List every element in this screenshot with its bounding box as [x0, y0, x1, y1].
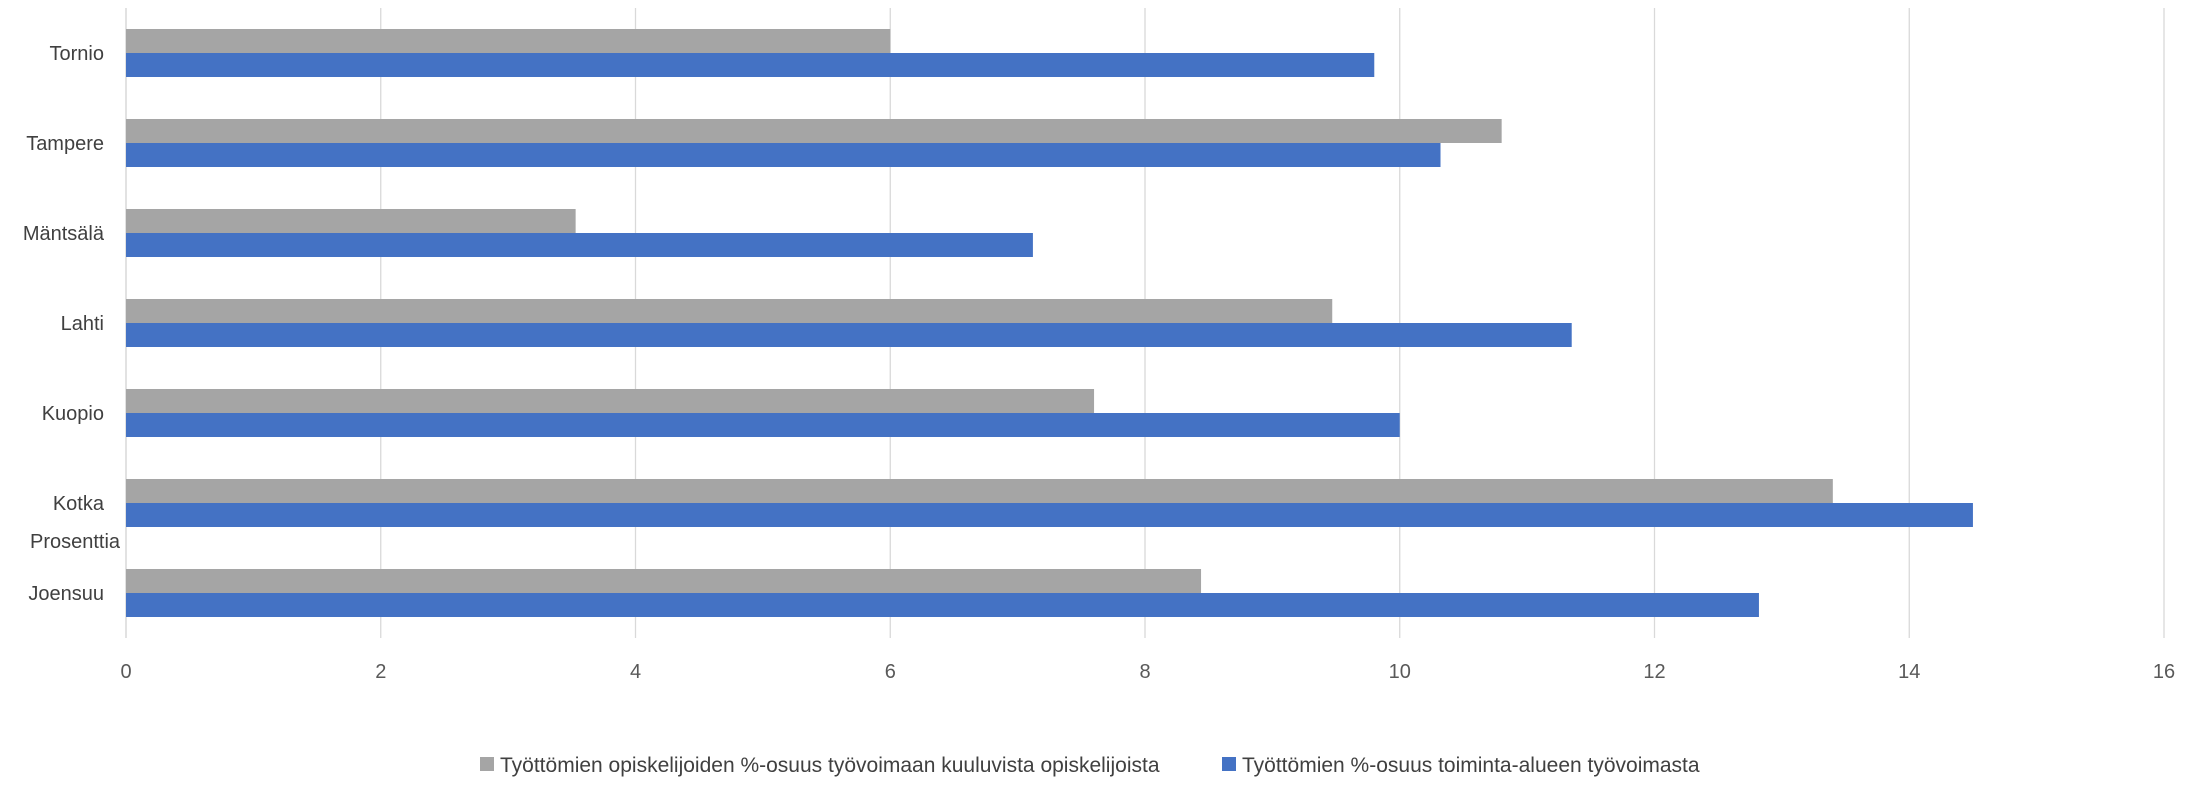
- legend: Työttömien opiskelijoiden %-osuus työvoi…: [480, 754, 1700, 777]
- bar-Tornio-series-2: [126, 53, 1375, 77]
- x-tick-2: 2: [375, 661, 386, 683]
- category-label: Lahti: [61, 313, 104, 335]
- bar-Kotka-series-1: [126, 479, 1833, 503]
- bar-Kotka-series-2: [126, 503, 1973, 527]
- legend-label-2: Työttömien %-osuus toiminta-alueen työvo…: [1242, 754, 1700, 777]
- category-label: Tornio: [50, 43, 104, 65]
- bar-Tampere-series-1: [126, 119, 1502, 143]
- legend-label-1: Työttömien opiskelijoiden %-osuus työvoi…: [500, 754, 1160, 777]
- bar-Joensuu-series-2: [126, 593, 1759, 617]
- x-tick-8: 8: [1139, 661, 1150, 683]
- x-tick-16: 16: [2153, 661, 2175, 683]
- bar-Mäntsälä-series-2: [126, 233, 1033, 257]
- bar-Kuopio-series-2: [126, 413, 1400, 437]
- category-label: Kotka: [53, 493, 105, 515]
- x-tick-labels: 0 2 4 6 8 10 12 14 16: [120, 661, 2175, 683]
- category-label: Tampere: [26, 133, 104, 155]
- x-tick-14: 14: [1898, 661, 1920, 683]
- category-label: Joensuu: [28, 583, 104, 605]
- bars: [126, 29, 1973, 617]
- legend-swatch-1: [480, 757, 494, 771]
- bar-Tampere-series-2: [126, 143, 1441, 167]
- x-tick-6: 6: [885, 661, 896, 683]
- x-tick-12: 12: [1643, 661, 1665, 683]
- category-label: Mäntsälä: [23, 223, 105, 245]
- y-axis-title: Prosenttia: [30, 531, 121, 553]
- bar-Tornio-series-1: [126, 29, 891, 53]
- x-tick-10: 10: [1389, 661, 1411, 683]
- legend-swatch-2: [1222, 757, 1236, 771]
- x-tick-4: 4: [630, 661, 641, 683]
- bar-Lahti-series-1: [126, 299, 1333, 323]
- category-labels: Tornio Tampere Mäntsälä Lahti Kuopio Kotka Joe…: [23, 43, 105, 605]
- bar-Lahti-series-2: [126, 323, 1572, 347]
- x-tick-0: 0: [120, 661, 131, 683]
- category-label: Kuopio: [42, 403, 104, 425]
- bar-Mäntsälä-series-1: [126, 209, 576, 233]
- bar-Joensuu-series-1: [126, 569, 1202, 593]
- bar-Kuopio-series-1: [126, 389, 1095, 413]
